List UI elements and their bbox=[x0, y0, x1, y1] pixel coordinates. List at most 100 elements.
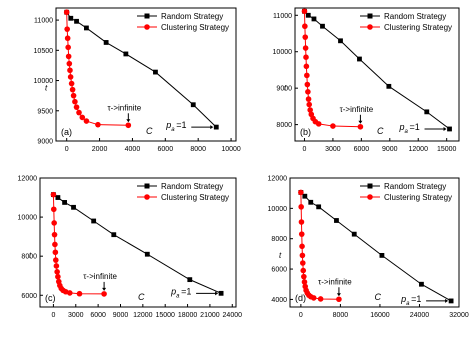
annotation-pa-subscript: a bbox=[405, 129, 409, 135]
x-tick-label: 18000 bbox=[178, 312, 198, 319]
panel-label: (d) bbox=[295, 293, 306, 303]
chart-panel-c: 0 3000 6000 9000 12000 15000 18000 21000 2400060… bbox=[18, 176, 243, 320]
x-tick-label: 24000 bbox=[410, 312, 430, 319]
data-point-circle bbox=[64, 35, 71, 42]
data-point-circle bbox=[310, 295, 317, 301]
legend-marker bbox=[367, 194, 373, 200]
data-point-square bbox=[153, 69, 158, 75]
annotation-arrowhead bbox=[215, 291, 219, 296]
y-tick-label: 8000 bbox=[271, 236, 287, 243]
legend-marker bbox=[144, 24, 150, 30]
x-tick-label: 12000 bbox=[133, 312, 153, 319]
x-axis-label: C bbox=[375, 292, 382, 302]
data-point-circle bbox=[298, 204, 304, 210]
annotation-pa-suffix: =1 bbox=[181, 286, 191, 296]
data-point-circle bbox=[298, 189, 304, 196]
legend-label: Clustering Strategy bbox=[161, 193, 229, 202]
data-point-square bbox=[55, 195, 61, 200]
y-tick-label: 9000 bbox=[37, 139, 53, 146]
plot-frame bbox=[55, 7, 237, 142]
y-tick-label: 6000 bbox=[21, 293, 37, 300]
data-point-circle bbox=[301, 279, 308, 285]
plot-frame bbox=[39, 177, 237, 308]
data-point-circle bbox=[67, 290, 73, 296]
x-tick-label: 16000 bbox=[370, 312, 390, 319]
data-point-circle bbox=[336, 296, 342, 303]
y-tick-label: 9000 bbox=[276, 86, 292, 93]
x-tick-label: 10000 bbox=[221, 146, 241, 153]
data-point-circle bbox=[76, 109, 82, 116]
data-point-circle bbox=[50, 191, 57, 198]
plot-frame bbox=[289, 177, 460, 308]
data-point-circle bbox=[52, 257, 59, 263]
data-point-circle bbox=[304, 81, 311, 88]
data-point-circle bbox=[55, 273, 61, 280]
data-point-circle bbox=[83, 118, 90, 124]
data-point-circle bbox=[299, 260, 306, 266]
annotation-arrowhead bbox=[445, 298, 449, 303]
data-point-circle bbox=[95, 121, 101, 128]
data-point-square bbox=[187, 277, 193, 283]
data-point-square bbox=[74, 18, 79, 24]
annotation-pa-suffix: =1 bbox=[410, 122, 420, 132]
legend-label: Clustering Strategy bbox=[384, 193, 452, 202]
x-tick-label: 6000 bbox=[90, 312, 106, 319]
data-point-circle bbox=[50, 206, 57, 213]
x-tick-label: 15000 bbox=[155, 312, 175, 319]
y-tick-label: 12000 bbox=[268, 176, 288, 183]
data-point-square bbox=[103, 40, 109, 45]
annotation-pa-suffix: =1 bbox=[176, 120, 186, 130]
legend-label: Random Strategy bbox=[384, 182, 446, 191]
y-tick-label: 12000 bbox=[18, 176, 38, 183]
y-tick-label: 6000 bbox=[271, 267, 287, 274]
annotation-arrowhead bbox=[126, 119, 131, 123]
x-tick-label: 0 bbox=[303, 146, 307, 153]
y-tick-label: 8000 bbox=[276, 122, 292, 129]
data-point-circle bbox=[67, 67, 73, 74]
data-point-circle bbox=[52, 241, 58, 248]
data-point-circle bbox=[64, 26, 70, 32]
x-axis-label: C bbox=[138, 292, 145, 302]
annotation-arrowhead bbox=[358, 120, 363, 124]
y-axis-label: t bbox=[279, 251, 282, 260]
data-point-circle bbox=[298, 219, 305, 225]
data-point-square bbox=[84, 25, 89, 31]
annotation-text: τ->infinite bbox=[340, 105, 374, 114]
y-tick-label: 11000 bbox=[34, 18, 53, 25]
data-point-square bbox=[302, 193, 308, 199]
annotation-pa: p bbox=[170, 286, 176, 296]
plot-frame bbox=[294, 7, 460, 142]
x-tick-label: 3000 bbox=[325, 146, 341, 153]
legend-marker bbox=[367, 13, 373, 19]
annotation-arrowhead bbox=[336, 293, 341, 297]
data-point-circle bbox=[301, 8, 308, 15]
data-point-circle bbox=[304, 72, 310, 79]
x-tick-label: 2000 bbox=[92, 146, 108, 153]
y-tick-label: 4000 bbox=[271, 297, 287, 304]
x-tick-label: 21000 bbox=[200, 312, 220, 319]
data-point-circle bbox=[306, 101, 313, 108]
data-point-circle bbox=[54, 269, 60, 275]
legend-label: Clustering Strategy bbox=[161, 23, 229, 32]
annotation-pa: p bbox=[165, 120, 171, 130]
y-tick-label: 10000 bbox=[273, 49, 293, 56]
data-point-square bbox=[447, 126, 452, 132]
y-tick-label: 10000 bbox=[34, 78, 54, 85]
annotation-text: τ->infinite bbox=[108, 103, 142, 112]
panel-label: (a) bbox=[61, 127, 72, 137]
data-point-circle bbox=[125, 122, 132, 129]
data-point-square bbox=[62, 200, 67, 205]
data-point-circle bbox=[303, 63, 310, 70]
data-point-circle bbox=[357, 123, 364, 130]
y-tick-label: 10000 bbox=[268, 206, 288, 213]
data-point-circle bbox=[302, 23, 308, 30]
data-point-circle bbox=[315, 121, 322, 127]
x-axis-label: C bbox=[146, 126, 153, 136]
x-tick-label: 0 bbox=[65, 146, 69, 153]
data-point-circle bbox=[73, 104, 80, 110]
data-point-circle bbox=[299, 243, 305, 250]
data-point-square bbox=[320, 23, 325, 29]
data-point-circle bbox=[101, 291, 107, 297]
data-point-circle bbox=[302, 34, 309, 40]
data-point-square bbox=[448, 298, 454, 304]
